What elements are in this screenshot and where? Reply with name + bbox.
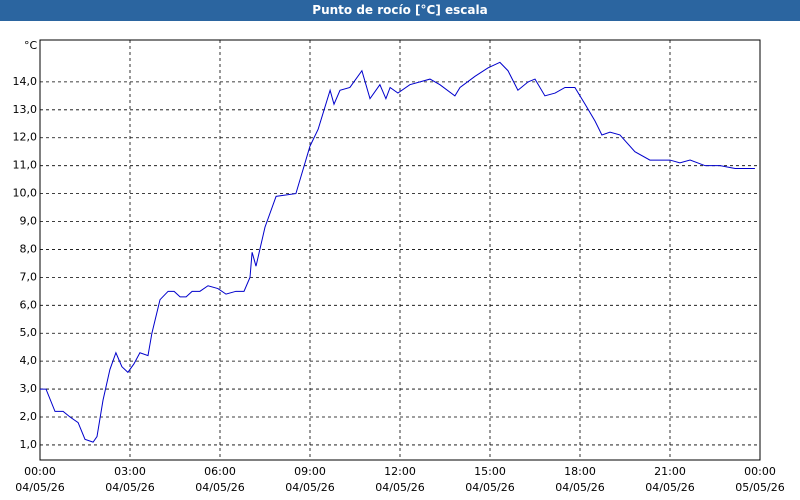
y-tick-label: 2,0	[20, 410, 38, 423]
x-tick-label: 00:00 05/05/26	[735, 465, 785, 494]
y-tick-label: 13,0	[13, 103, 38, 116]
y-tick-label: 12,0	[13, 131, 38, 144]
x-tick-label: 06:00 04/05/26	[195, 465, 245, 494]
y-tick-label: 8,0	[20, 242, 38, 255]
y-tick-label: 6,0	[20, 298, 38, 311]
x-tick-label: 15:00 04/05/26	[465, 465, 515, 494]
data-line	[40, 61, 755, 443]
x-tick-label: 12:00 04/05/26	[375, 465, 425, 494]
y-unit: °C	[24, 39, 38, 52]
y-tick-label: 4,0	[20, 354, 38, 367]
y-tick-label: 5,0	[20, 326, 38, 339]
x-tick-label: 00:00 04/05/26	[15, 465, 65, 494]
x-tick-label: 21:00 04/05/26	[645, 465, 695, 494]
x-tick-label: 09:00 04/05/26	[285, 465, 335, 494]
y-tick-label: 10,0	[13, 187, 38, 200]
y-tick-label: 1,0	[20, 438, 38, 451]
y-tick-label: 14,0	[13, 75, 38, 88]
x-tick-label: 03:00 04/05/26	[105, 465, 155, 494]
y-tick-label: 11,0	[13, 159, 38, 172]
plot-frame	[39, 39, 761, 461]
y-tick-label: 9,0	[20, 215, 38, 228]
chart-title: Punto de rocío [°C] escala	[0, 0, 800, 21]
x-tick-label: 18:00 04/05/26	[555, 465, 605, 494]
y-tick-label: 3,0	[20, 382, 38, 395]
y-tick-label: 7,0	[20, 270, 38, 283]
